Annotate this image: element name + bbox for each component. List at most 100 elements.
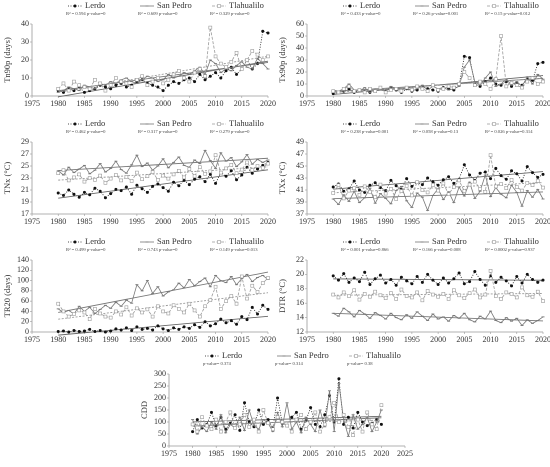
data-point <box>228 410 233 415</box>
data-point <box>171 72 176 77</box>
data-point <box>98 81 102 86</box>
data-point <box>61 168 66 172</box>
x-tick-label: 1995 <box>404 99 420 108</box>
x-tick-label: 1980 <box>50 99 66 108</box>
y-tick-label: 120 <box>17 265 29 274</box>
data-point <box>446 297 451 301</box>
x-tick-label: 1975 <box>299 99 315 108</box>
data-point <box>446 84 451 89</box>
data-point <box>289 429 294 434</box>
trend-line <box>58 169 269 199</box>
data-point <box>192 70 197 75</box>
data-point <box>145 174 150 178</box>
y-tick-label: 0 <box>25 327 29 336</box>
data-point <box>67 188 71 192</box>
y-tick-label: 100 <box>154 417 166 426</box>
data-point <box>483 170 487 174</box>
data-point <box>420 183 424 187</box>
series-line <box>57 273 269 315</box>
x-tick-label: 1980 <box>50 217 66 226</box>
data-point <box>394 184 398 188</box>
y-tick-label: 20 <box>21 55 29 64</box>
data-point <box>145 83 150 87</box>
y-tick-label: 23 <box>21 173 29 182</box>
data-point <box>93 307 97 311</box>
data-point <box>203 180 207 184</box>
annotation: R² = 0.433 p-value=0 <box>341 11 381 16</box>
data-point <box>425 89 430 93</box>
series-line <box>57 149 269 176</box>
data-point <box>243 401 247 405</box>
data-point <box>103 181 108 185</box>
x-tick-label: 2005 <box>303 449 319 458</box>
x-tick-label: 2005 <box>181 99 197 108</box>
data-point <box>374 427 379 432</box>
data-point <box>541 172 545 176</box>
data-point <box>224 174 228 178</box>
data-point <box>198 72 202 76</box>
data-point <box>378 85 383 90</box>
data-point <box>365 410 370 415</box>
data-point <box>337 377 341 381</box>
data-point <box>425 190 430 195</box>
data-point <box>354 354 358 358</box>
x-tick-label: 1985 <box>76 99 92 108</box>
data-point <box>129 179 134 183</box>
trend-line <box>58 271 269 313</box>
data-point <box>431 278 435 282</box>
data-point <box>260 166 265 170</box>
data-point <box>219 61 223 66</box>
y-tick-label: 30 <box>21 37 29 46</box>
data-point <box>473 179 477 184</box>
data-point <box>61 329 65 333</box>
x-tick-label: 2020 <box>260 99 276 108</box>
y-tick-label: 200 <box>154 393 166 402</box>
data-point <box>488 268 493 273</box>
data-point <box>239 167 244 172</box>
data-point <box>266 307 270 311</box>
data-point <box>245 58 249 62</box>
annotation: R² = 0.329 p-value=0 <box>210 11 250 16</box>
data-point <box>77 172 81 177</box>
y-axis-title: CDD <box>139 401 149 419</box>
y-tick-label: 43 <box>296 173 304 182</box>
y-tick-label: 20 <box>21 317 29 326</box>
data-point <box>193 323 197 327</box>
data-point <box>362 90 367 95</box>
data-point <box>171 303 176 308</box>
y-tick-label: 47 <box>296 149 304 158</box>
data-point <box>357 88 362 92</box>
data-point <box>355 417 360 422</box>
data-point <box>256 429 261 434</box>
data-point <box>229 163 234 167</box>
data-point <box>478 79 482 84</box>
data-point <box>399 189 404 193</box>
data-point <box>346 415 350 419</box>
chart-panel: Tn90p (days) 0 10 20 30 40 1975 1980 1985 1990 199… <box>2 0 276 108</box>
data-point <box>108 315 113 320</box>
data-point <box>252 417 256 422</box>
x-tick-label: 2010 <box>208 217 224 226</box>
y-tick-label: 41 <box>296 185 304 194</box>
data-point <box>135 78 139 82</box>
data-point <box>420 298 425 303</box>
data-point <box>357 188 361 192</box>
data-point <box>150 170 155 174</box>
data-point <box>313 410 318 415</box>
data-point <box>304 427 308 432</box>
legend-label: Lerdo <box>85 0 105 10</box>
data-point <box>56 301 61 306</box>
data-point <box>250 283 255 288</box>
data-point <box>266 54 270 59</box>
data-point <box>213 153 218 157</box>
data-point <box>208 74 212 78</box>
data-point <box>67 330 71 334</box>
x-tick-label: 1985 <box>351 217 367 226</box>
data-point <box>492 240 496 244</box>
data-point <box>245 160 249 165</box>
data-point <box>336 278 340 282</box>
series-line <box>332 155 544 200</box>
data-point <box>525 79 530 84</box>
data-point <box>239 67 244 71</box>
